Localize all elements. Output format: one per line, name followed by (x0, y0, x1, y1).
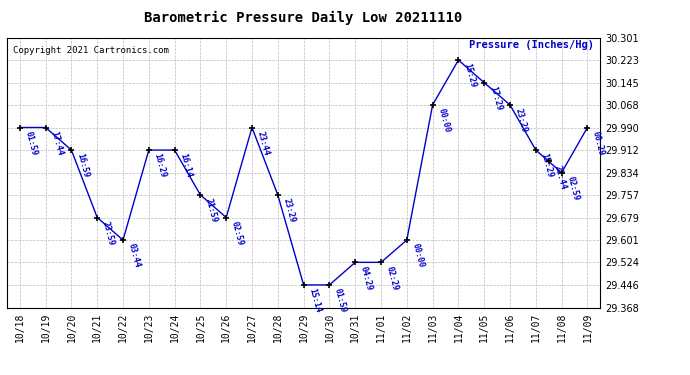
Text: 23:59: 23:59 (101, 220, 116, 246)
Text: 23:44: 23:44 (255, 130, 270, 156)
Text: 15:29: 15:29 (462, 62, 477, 89)
Text: 01:59: 01:59 (333, 287, 348, 314)
Text: 00:29: 00:29 (591, 130, 607, 156)
Text: 21:59: 21:59 (204, 197, 219, 224)
Text: Pressure (Inches/Hg): Pressure (Inches/Hg) (469, 40, 594, 50)
Text: 16:59: 16:59 (75, 152, 90, 179)
Text: 17:29: 17:29 (488, 85, 503, 111)
Text: 02:59: 02:59 (565, 175, 580, 201)
Text: 15:14: 15:14 (307, 287, 322, 314)
Text: 02:59: 02:59 (230, 220, 245, 246)
Text: 03:44: 03:44 (127, 242, 141, 269)
Text: 16:29: 16:29 (152, 152, 168, 179)
Text: Copyright 2021 Cartronics.com: Copyright 2021 Cartronics.com (13, 46, 169, 55)
Text: 22:44: 22:44 (552, 164, 567, 190)
Text: 15:29: 15:29 (540, 152, 555, 179)
Text: 01:59: 01:59 (23, 130, 39, 156)
Text: 00:00: 00:00 (411, 242, 426, 269)
Text: 16:14: 16:14 (178, 152, 193, 179)
Text: 04:29: 04:29 (359, 265, 374, 291)
Text: Barometric Pressure Daily Low 20211110: Barometric Pressure Daily Low 20211110 (144, 11, 463, 26)
Text: 23:29: 23:29 (513, 107, 529, 134)
Text: 00:00: 00:00 (436, 107, 451, 134)
Text: 17:44: 17:44 (49, 130, 64, 156)
Text: 02:29: 02:29 (384, 265, 400, 291)
Text: 23:29: 23:29 (282, 197, 297, 224)
